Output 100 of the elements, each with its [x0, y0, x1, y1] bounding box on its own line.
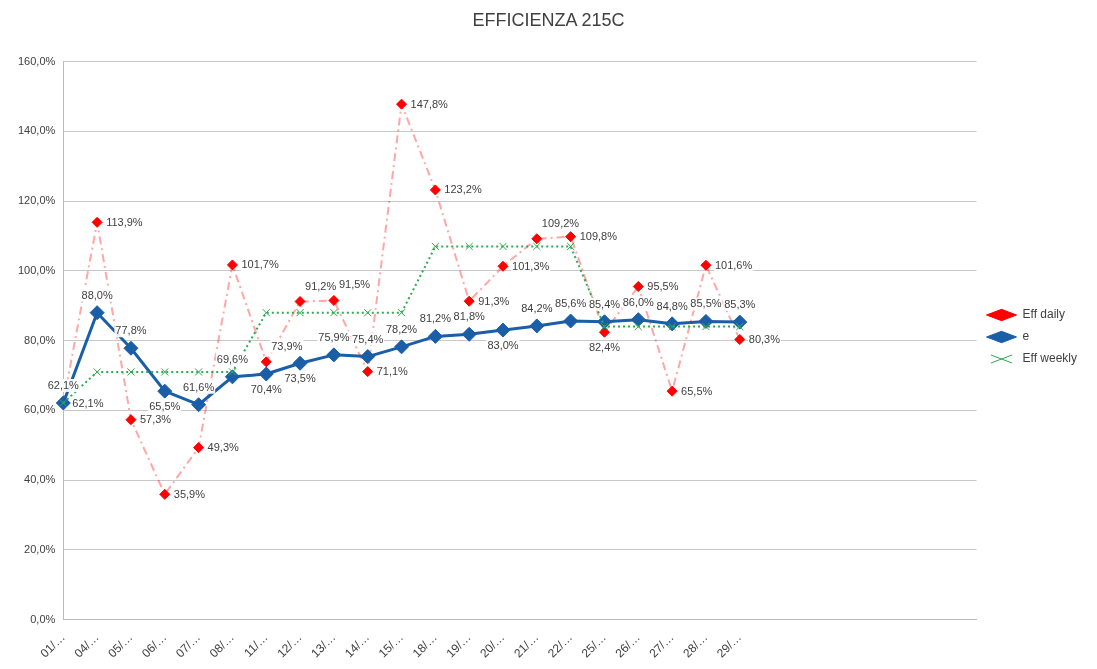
- data-label: 83,0%: [487, 339, 519, 352]
- data-label: 91,3%: [478, 294, 510, 307]
- point: [126, 367, 135, 376]
- data-label: 69,6%: [216, 352, 249, 365]
- point: [91, 216, 103, 228]
- point: [701, 322, 710, 331]
- x-tick-label: 29/…: [714, 630, 745, 661]
- x-tick-label: 11/…: [241, 630, 271, 660]
- x-tick-label: 15/…: [375, 630, 406, 661]
- point: [258, 366, 274, 382]
- x-tick-label: 27/…: [646, 630, 677, 661]
- data-label: 101,6%: [714, 258, 753, 271]
- legend-label: Eff weekly: [1022, 351, 1077, 366]
- data-label: 81,2%: [419, 312, 452, 325]
- data-label: 113,9%: [106, 215, 143, 228]
- point: [463, 295, 475, 307]
- data-label: 77,8%: [115, 324, 147, 337]
- data-label: 57,3%: [139, 413, 172, 426]
- x-tick-label: 13/…: [308, 630, 339, 661]
- data-label: 85,5%: [690, 297, 722, 310]
- point: [326, 347, 342, 363]
- point: [194, 367, 203, 376]
- data-label: 65,5%: [681, 384, 713, 397]
- point: [363, 308, 372, 317]
- point: [565, 231, 577, 243]
- y-tick-label: 140,0%: [18, 124, 56, 137]
- point: [431, 242, 440, 251]
- legend-label: Eff daily: [1022, 307, 1065, 322]
- point: [529, 318, 545, 334]
- data-label: 75,9%: [318, 330, 350, 343]
- x-tick-label: 12/…: [274, 630, 305, 661]
- point: [394, 339, 410, 355]
- data-label: 82,4%: [588, 341, 621, 354]
- point: [465, 242, 474, 251]
- chart-title: EFFICIENZA 215C: [472, 9, 625, 30]
- x-tick-label: 06/…: [139, 630, 170, 661]
- y-tick-label: 80,0%: [24, 333, 56, 346]
- point: [734, 334, 746, 346]
- y-tick-label: 60,0%: [24, 403, 56, 416]
- point: [157, 383, 173, 399]
- data-label: 62,1%: [72, 396, 104, 409]
- x-tick-label: 28/…: [680, 630, 711, 661]
- data-label: 91,2%: [305, 279, 337, 292]
- data-label: 123,2%: [444, 183, 482, 196]
- data-label: 85,3%: [724, 298, 756, 311]
- point: [396, 98, 408, 110]
- data-label: 88,0%: [81, 288, 113, 301]
- point: [461, 326, 477, 342]
- point: [429, 184, 441, 196]
- point: [566, 242, 575, 251]
- point: [159, 488, 171, 500]
- point: [292, 355, 308, 371]
- x-tick-label: 20/…: [477, 630, 508, 661]
- x-tick-label: 04/…: [71, 630, 102, 661]
- legend-label: e: [1022, 329, 1030, 344]
- x-tick-label: 21/…: [511, 630, 542, 661]
- y-tick-label: 20,0%: [24, 542, 56, 555]
- point: [125, 414, 137, 426]
- point: [89, 305, 105, 321]
- data-label: 78,2%: [385, 322, 418, 335]
- point: [294, 296, 306, 308]
- data-label: 147,8%: [410, 97, 449, 110]
- point: [497, 260, 509, 272]
- point: [262, 308, 271, 317]
- data-label: 62,1%: [47, 379, 80, 392]
- x-tick-label: 22/…: [544, 630, 576, 661]
- point: [193, 442, 205, 454]
- point: [397, 308, 406, 317]
- x-tick-label: 18/…: [409, 630, 440, 661]
- point: [532, 242, 541, 251]
- point: [328, 294, 340, 306]
- data-label: 86,0%: [622, 295, 655, 308]
- point: [296, 308, 305, 317]
- x-tick-label: 26/…: [612, 630, 643, 661]
- x-tick-label: 25/…: [578, 630, 609, 661]
- y-tick-label: 160,0%: [18, 54, 56, 67]
- data-label: 85,4%: [588, 297, 621, 310]
- point: [123, 340, 139, 356]
- y-tick-label: 40,0%: [24, 473, 56, 486]
- data-label: 101,7%: [241, 258, 279, 271]
- data-label: 80,3%: [748, 333, 781, 346]
- data-label: 109,8%: [579, 230, 618, 243]
- x-tick-label: 01/…: [37, 630, 68, 661]
- point: [260, 356, 272, 368]
- x-tick-label: 08/…: [206, 630, 237, 661]
- point: [531, 233, 543, 245]
- data-label: 85,6%: [555, 297, 587, 310]
- data-label: 65,5%: [149, 400, 181, 413]
- x-tick-label: 07/…: [172, 630, 204, 661]
- x-tick-label: 19/…: [443, 630, 474, 661]
- y-tick-label: 120,0%: [18, 194, 56, 207]
- data-label: 70,4%: [250, 383, 283, 396]
- data-label: 84,2%: [521, 301, 553, 314]
- data-label: 95,5%: [647, 280, 679, 293]
- data-label: 75,4%: [352, 332, 384, 345]
- data-label: 35,9%: [173, 487, 206, 500]
- data-label: 84,8%: [656, 299, 688, 312]
- point: [228, 367, 237, 376]
- point: [191, 397, 207, 413]
- point: [329, 308, 338, 317]
